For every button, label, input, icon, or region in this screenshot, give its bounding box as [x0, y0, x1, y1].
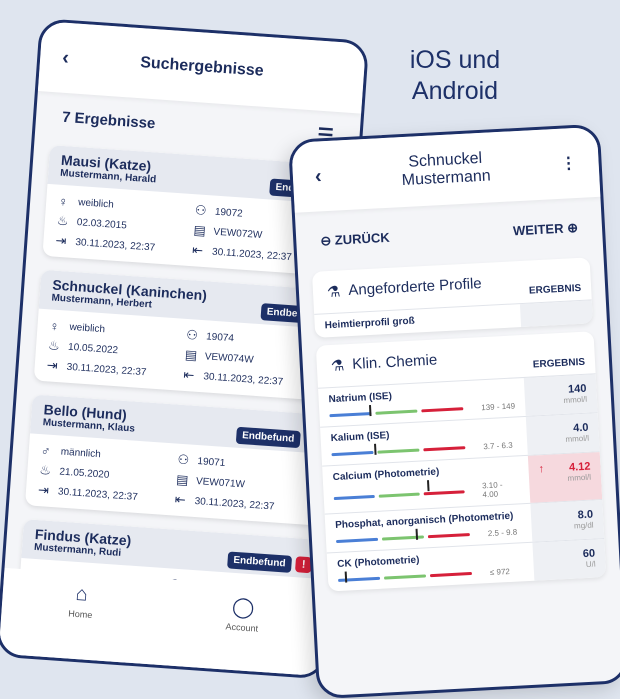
home-icon: ⌂	[74, 582, 89, 606]
user-icon: ⚇	[177, 451, 190, 468]
page-title: Suchergebnisse	[139, 54, 265, 80]
clipboard-icon: ▤	[175, 471, 189, 488]
range-bar: 139 - 149	[329, 401, 515, 420]
tab-account[interactable]: ◯ Account	[225, 595, 259, 634]
profiles-section: ⚗ Angeforderte Profile ERGEBNIS Heimtierpr…	[311, 257, 594, 338]
logout-icon: ⇤	[191, 242, 204, 258]
sex-icon: ♀	[57, 193, 69, 209]
flask-icon: ⚗	[330, 357, 345, 376]
result-card[interactable]: Schnuckel (Kaninchen) Mustermann, Herbert…	[33, 269, 333, 401]
back-icon[interactable]: ‹	[61, 46, 70, 69]
sex-icon: ♂	[40, 442, 52, 459]
status-badge: Endbefund	[226, 551, 293, 573]
flask-icon: ⚗	[326, 283, 341, 302]
clipboard-icon: ▤	[184, 346, 198, 363]
user-icon: ⚇	[185, 326, 199, 343]
value-marker	[415, 528, 419, 540]
birthday-cake-icon: ♨	[47, 337, 61, 354]
range-bar: 2.5 - 9.8	[336, 527, 522, 546]
value-marker	[373, 443, 377, 455]
next-button[interactable]: WEITER ⊕	[512, 219, 579, 239]
clipboard-icon: ▤	[193, 222, 207, 239]
result-count: 7 Ergebnisse	[61, 108, 156, 133]
birthday-cake-icon: ♨	[56, 212, 70, 229]
back-icon[interactable]: ‹	[314, 164, 323, 188]
arrow-up-icon: ↑	[538, 463, 545, 476]
chemistry-section: ⚗ Klin. Chemie ERGEBNIS Natrium (ISE) 139 -…	[315, 331, 607, 592]
logout-icon: ⇤	[174, 491, 187, 508]
user-icon: ⚇	[194, 202, 208, 219]
login-icon: ⇥	[37, 482, 50, 498]
logout-icon: ⇤	[182, 366, 195, 383]
status-badge: Endbefund	[235, 426, 301, 449]
sex-icon: ♀	[49, 317, 60, 334]
more-icon[interactable]: ⋮	[560, 154, 578, 173]
result-detail-phone: ‹ Schnuckel Mustermann ⋮ ⊖ ZURÜCK WEITER ⊕ …	[288, 123, 620, 699]
tab-home[interactable]: ⌂ Home	[68, 582, 93, 621]
login-icon: ⇥	[46, 357, 59, 374]
page-title: Schnuckel Mustermann	[401, 149, 492, 190]
range-bar: ≤ 972	[338, 566, 524, 585]
back-button[interactable]: ⊖ ZURÜCK	[319, 229, 391, 249]
value-marker	[426, 480, 430, 492]
range-bar: 3.7 - 6.3	[331, 440, 517, 459]
headline: iOS und Android	[409, 46, 501, 105]
range-bar: 3.10 - 4.00	[333, 479, 520, 507]
birthday-cake-icon: ♨	[38, 462, 52, 478]
value-marker	[344, 571, 347, 583]
result-card[interactable]: Bello (Hund)Mustermann, KlausEndbefund!♂…	[24, 394, 325, 526]
user-icon: ◯	[231, 595, 256, 620]
login-icon: ⇥	[55, 232, 67, 249]
value-marker	[369, 405, 372, 417]
